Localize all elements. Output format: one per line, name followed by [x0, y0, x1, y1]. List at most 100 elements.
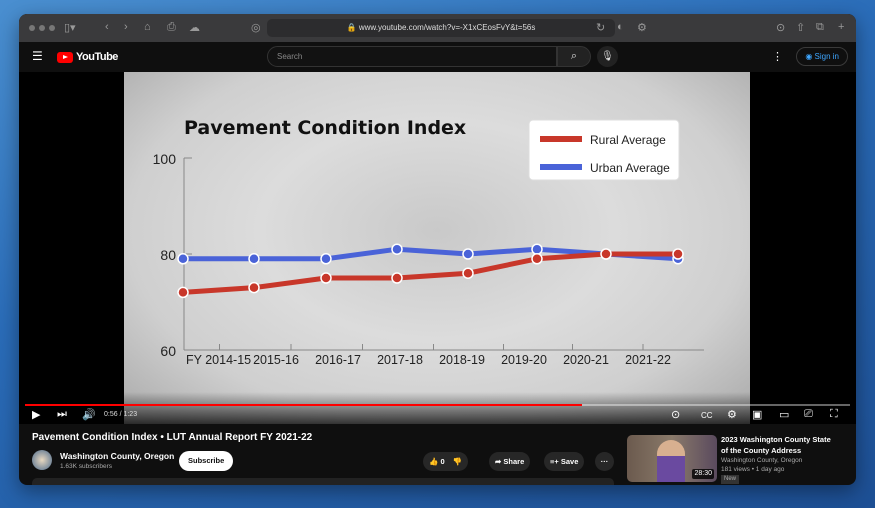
like-dislike-group: 👍 0 👎 — [423, 452, 469, 471]
video-duration: 28:30 — [692, 469, 714, 479]
x-tick-label: FY 2014-15 — [186, 353, 251, 367]
sidebar-icon[interactable]: ▯▾ — [64, 22, 76, 34]
search-button[interactable]: ⌕ — [557, 46, 591, 67]
data-point — [177, 253, 189, 265]
progress-fill — [25, 404, 582, 406]
data-point — [462, 267, 474, 279]
y-tick-label: 100 — [153, 151, 177, 167]
save-label: Save — [560, 457, 579, 466]
related-title-line2[interactable]: of the County Address — [721, 446, 802, 455]
sign-in-button[interactable]: ◉ Sign in — [796, 47, 848, 66]
comments-section — [32, 478, 614, 485]
cloud-icon[interactable]: ☁ — [189, 22, 200, 34]
data-point — [391, 243, 403, 255]
url-text: www.youtube.com/watch?v=-X1xCEosFvY&t=56… — [358, 23, 536, 32]
time-display: 0:56 / 1:23 — [104, 411, 138, 418]
x-tick-label: 2017-18 — [377, 353, 423, 367]
like-count: 0 — [440, 457, 445, 466]
theater-icon[interactable]: ▭ — [779, 409, 790, 421]
airplay-icon[interactable]: ⎚ — [804, 408, 813, 420]
captions-icon[interactable]: CC — [701, 411, 713, 420]
video-info: Pavement Condition Index • LUT Annual Re… — [19, 424, 856, 485]
related-meta: 181 views • 1 day ago — [721, 466, 785, 473]
data-point — [672, 248, 684, 260]
youtube-logo[interactable]: YouTube — [57, 51, 118, 63]
download-icon[interactable]: ⊙ — [776, 22, 786, 34]
data-point — [177, 286, 189, 299]
new-badge: New — [721, 475, 740, 484]
reload-icon[interactable]: ↻ — [596, 22, 606, 34]
fullscreen-icon[interactable]: ⛶ — [830, 408, 838, 420]
window-controls[interactable] — [29, 25, 55, 31]
account-icon: ◉ — [805, 52, 813, 61]
chart-title: Pavement Condition Index — [184, 117, 466, 139]
new-tab-icon[interactable]: + — [838, 21, 845, 33]
search-icon: ⌕ — [570, 50, 578, 62]
browser-window: ▯▾ ‹ › ⌂ ⎙ ☁ ◎ 🔒 www.youtube.com/watch?v… — [19, 14, 856, 485]
channel-name[interactable]: Washington County, Oregon — [60, 451, 175, 461]
data-point — [248, 281, 260, 294]
back-icon[interactable]: ‹ — [105, 21, 109, 33]
x-tick-label: 2020-21 — [563, 353, 609, 367]
x-tick-label: 2018-19 — [439, 353, 485, 367]
autoplay-toggle[interactable]: ⊙ — [671, 409, 681, 421]
pci-chart: Pavement Condition Index Rural Average U… — [153, 117, 704, 367]
share-button[interactable]: ➦ Share — [489, 452, 531, 471]
tabs-icon[interactable]: ⧉ — [816, 21, 824, 33]
related-title-line1[interactable]: 2023 Washington County State — [721, 435, 831, 444]
share-icon: ➦ — [495, 457, 502, 466]
settings-icon[interactable]: ⚙ — [727, 409, 737, 421]
data-point — [531, 253, 543, 265]
progress-bar[interactable] — [25, 404, 850, 406]
thumbs-down-icon: 👎 — [452, 457, 463, 466]
series-line-rural-average — [182, 251, 678, 295]
video-player[interactable]: Pavement Condition Index Rural Average U… — [19, 72, 856, 424]
x-tick-label: 2021-22 — [625, 353, 671, 367]
home-icon[interactable]: ⌂ — [144, 21, 151, 33]
like-button[interactable]: 👍 0 — [429, 457, 445, 466]
data-point — [600, 248, 612, 260]
address-bar[interactable]: 🔒 www.youtube.com/watch?v=-X1xCEosFvY&t=… — [267, 19, 615, 37]
y-tick-label: 80 — [160, 247, 176, 263]
video-title: Pavement Condition Index • LUT Annual Re… — [32, 432, 313, 443]
sign-in-label: Sign in — [814, 52, 839, 61]
privacy-icon[interactable]: ◎ — [251, 22, 261, 34]
x-tick-label: 2015-16 — [253, 353, 299, 367]
data-point — [248, 253, 260, 265]
chart-legend: Rural Average Urban Average — [528, 119, 680, 181]
ellipsis-icon: ··· — [600, 457, 609, 466]
data-point — [320, 253, 332, 265]
voice-search-button[interactable]: 🎙 — [597, 46, 618, 67]
reader-icon[interactable]: ◐ — [617, 21, 624, 33]
video-frame: Pavement Condition Index Rural Average U… — [124, 72, 750, 424]
share-icon[interactable]: ⇧ — [796, 22, 806, 34]
search-input[interactable]: Search — [267, 46, 557, 67]
menu-icon[interactable]: ☰ — [32, 49, 43, 63]
data-point — [320, 272, 332, 284]
x-tick-label: 2016-17 — [315, 353, 361, 367]
print-icon[interactable]: ⎙ — [167, 21, 176, 33]
volume-icon[interactable]: 🔊 — [82, 409, 96, 421]
extension-icon[interactable]: ⚙ — [637, 22, 647, 34]
data-point — [531, 243, 543, 255]
player-controls: ▶ ⏭ 🔊 0:56 / 1:23 ⊙ CC ⚙ ▣ ▭ ⎚ ⛶ — [19, 392, 856, 424]
more-icon[interactable]: ⋮ — [772, 51, 783, 63]
more-actions-button[interactable]: ··· — [595, 452, 614, 471]
subscribe-button[interactable]: Subscribe — [179, 451, 234, 471]
legend-label-urban: Urban Average — [590, 161, 670, 175]
dislike-button[interactable]: 👎 — [453, 457, 462, 466]
next-icon[interactable]: ⏭ — [57, 408, 67, 420]
play-icon[interactable]: ▶ — [32, 409, 41, 421]
youtube-header: ☰ YouTube Search ⌕ 🎙 ⋮ ◉ Sign in — [19, 42, 856, 72]
subscriber-count: 1.63K subscribers — [60, 463, 113, 470]
related-channel: Washington County, Oregon — [721, 457, 803, 464]
thumbs-up-icon: 👍 — [429, 457, 439, 466]
y-tick-label: 60 — [160, 343, 176, 359]
x-tick-label: 2019-20 — [501, 353, 547, 367]
miniplayer-icon[interactable]: ▣ — [752, 409, 763, 421]
forward-icon[interactable]: › — [124, 21, 128, 33]
data-point — [462, 248, 474, 260]
channel-avatar[interactable] — [32, 450, 52, 470]
related-thumbnail[interactable]: 28:30 — [627, 435, 717, 482]
save-button[interactable]: ≡+ Save — [544, 452, 585, 471]
